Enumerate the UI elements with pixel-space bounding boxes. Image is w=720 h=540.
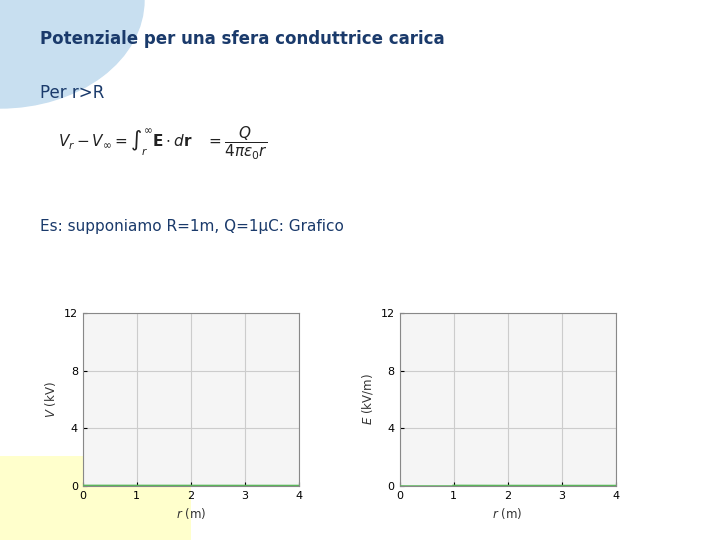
Text: Es: supponiamo R=1m, Q=1μC: Grafico: Es: supponiamo R=1m, Q=1μC: Grafico (40, 219, 343, 234)
Y-axis label: $E\ \mathrm{(kV/m)}$: $E\ \mathrm{(kV/m)}$ (360, 374, 375, 426)
Bar (0, 456, 191, 540)
X-axis label: $r\ \mathrm{(m)}$: $r\ \mathrm{(m)}$ (176, 507, 206, 522)
Text: Per r>R: Per r>R (40, 84, 104, 102)
Text: Potenziale per una sfera conduttrice carica: Potenziale per una sfera conduttrice car… (40, 30, 444, 48)
Text: $V_r - V_\infty = \int_r^\infty \mathbf{E} \cdot d\mathbf{r}\ \ \ = \dfrac{Q}{4\: $V_r - V_\infty = \int_r^\infty \mathbf{… (58, 124, 268, 161)
Y-axis label: $V\ \mathrm{(kV)}$: $V\ \mathrm{(kV)}$ (43, 381, 58, 418)
X-axis label: $r\ \mathrm{(m)}$: $r\ \mathrm{(m)}$ (492, 507, 523, 522)
Circle shape (0, 0, 144, 108)
